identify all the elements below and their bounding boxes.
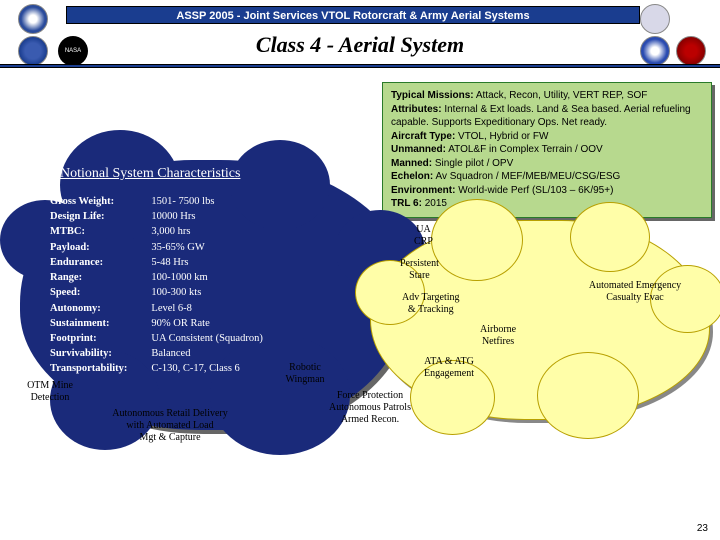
cap-persistent-stare: PersistentStare	[400, 258, 439, 281]
cap-casualty-evac: Automated EmergencyCasualty Evac	[560, 280, 710, 303]
page-title: Class 4 - Aerial System	[0, 32, 720, 58]
cap-ata-atg: ATA & ATGEngagement	[424, 356, 474, 379]
notional-title: Notional System Characteristics	[60, 166, 240, 182]
dod-seal-icon	[18, 4, 48, 34]
cap-ua-crp: UACRP	[414, 224, 433, 247]
cap-adv-targeting: Adv Targeting& Tracking	[402, 292, 460, 315]
typical-missions-box: Typical Missions: Attack, Recon, Utility…	[382, 82, 712, 218]
characteristics-table: Gross Weight:Design Life:MTBC:Payload:En…	[50, 194, 263, 377]
army-seal-icon	[640, 4, 670, 34]
separator	[0, 64, 720, 68]
label-auto-retail: Autonomous Retail Deliverywith Automated…	[80, 408, 260, 444]
label-robotic-wingman: RoboticWingman	[265, 362, 345, 386]
label-otm-mine: OTM MineDetection	[10, 380, 90, 404]
capabilities-cloud: UACRP PersistentStare Adv Targeting& Tra…	[370, 220, 710, 420]
page-number: 23	[697, 523, 708, 534]
cap-airborne-netfires: AirborneNetfires	[480, 324, 516, 347]
header-bar: ASSP 2005 - Joint Services VTOL Rotorcra…	[66, 6, 640, 24]
